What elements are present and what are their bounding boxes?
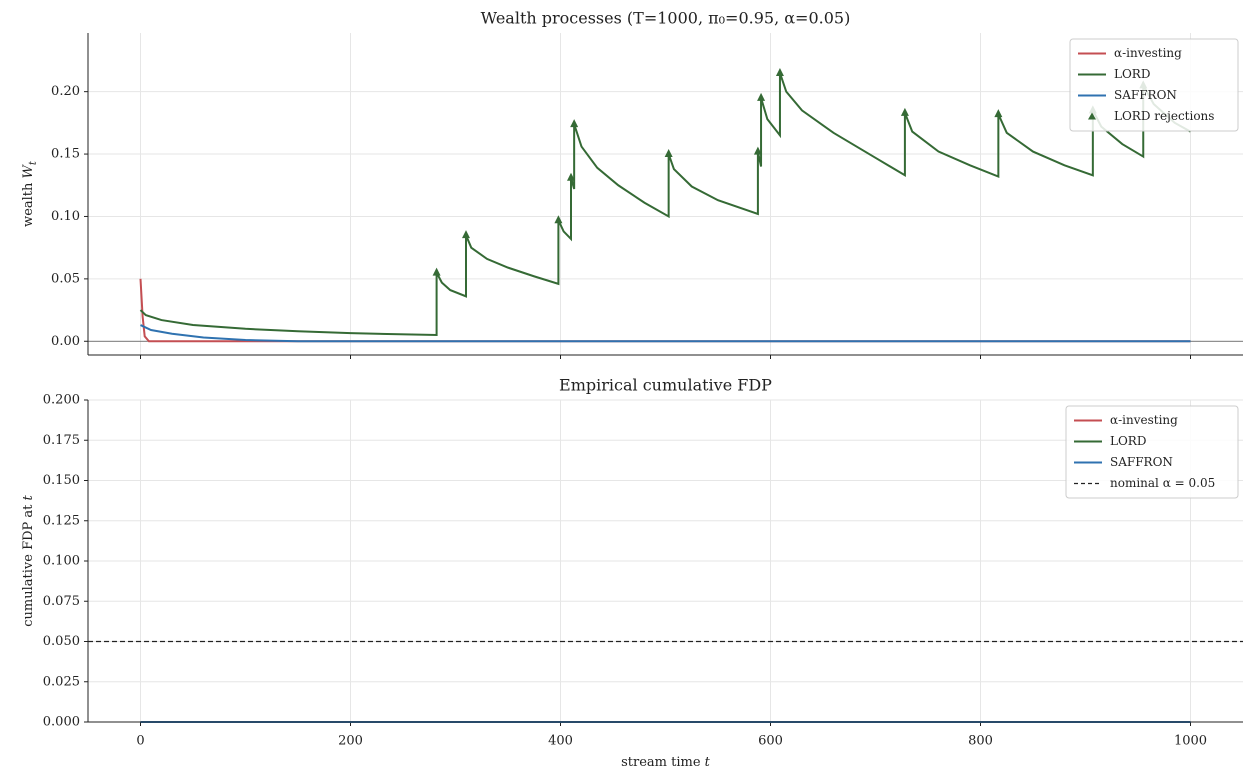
y-tick-label: 0.00 [51,334,80,349]
legend: α-investing LORD SAFFRON nominal α = 0.05 [1065,405,1239,499]
rejection-marker [775,67,784,76]
y-tick-label: 0.20 [51,84,80,99]
x-tick-label: 800 [968,734,993,749]
label-part: t [28,160,39,165]
rejection-marker [462,230,470,239]
y-axis-label: wealth Wt [21,160,40,227]
y-tick-label: 0.025 [43,674,80,689]
legend-label: LORD [1114,67,1150,81]
y-tick-label: 0.100 [43,554,80,569]
y-tick-label: 0.200 [43,393,80,408]
legend-label: LORD rejections [1114,109,1214,123]
x-axis-label: stream time t [621,755,711,770]
rejection-marker [554,215,563,224]
legend-label: LORD [1110,434,1146,448]
rejection-marker [753,146,762,155]
legend: α-investing LORD SAFFRON LORD rejections [1069,38,1239,132]
legend-label: α-investing [1110,413,1178,427]
rejection-marker [567,172,575,181]
x-tick-label: 0 [136,734,144,749]
legend-box [1069,38,1239,132]
series-line [140,324,1191,343]
y-tick-label: 0.125 [43,513,80,528]
label-part: W [21,163,36,178]
y-tick-label: 0.150 [43,473,80,488]
y-tick-label: 0.05 [51,271,80,286]
x-tick-label: 1000 [1174,734,1207,749]
label-part: t [21,494,36,500]
legend-label: SAFFRON [1110,455,1173,469]
rejection-marker [432,267,441,276]
y-tick-label: 0.15 [51,147,80,162]
y-tick-label: 0.10 [51,209,80,224]
label-part: wealth [21,178,36,226]
rejection-marker [994,109,1003,118]
label-part: t [705,755,711,770]
y-tick-label: 0.000 [43,715,80,730]
x-tick-label: 600 [758,734,783,749]
legend-label: nominal α = 0.05 [1110,476,1215,490]
legend-label: SAFFRON [1114,88,1177,102]
y-tick-label: 0.075 [43,594,80,609]
label-part: stream time [621,755,705,770]
chart-title: Wealth processes (T=1000, π₀=0.95, α=0.0… [481,9,851,28]
rejection-marker [570,119,579,128]
rejection-marker [664,149,673,158]
y-tick-label: 0.175 [43,433,80,448]
rejection-marker [757,92,766,101]
legend-label: α-investing [1114,46,1182,60]
y-axis-label: cumulative FDP at t [21,494,36,626]
y-tick-label: 0.050 [43,634,80,649]
chart-title: Empirical cumulative FDP [559,376,772,395]
label-part: cumulative FDP at [21,500,36,626]
series-line [139,72,1191,337]
x-tick-label: 200 [338,734,363,749]
legend-box [1065,405,1239,499]
rejection-marker [900,107,909,116]
legend-marker [1088,112,1096,120]
x-tick-label: 400 [548,734,573,749]
